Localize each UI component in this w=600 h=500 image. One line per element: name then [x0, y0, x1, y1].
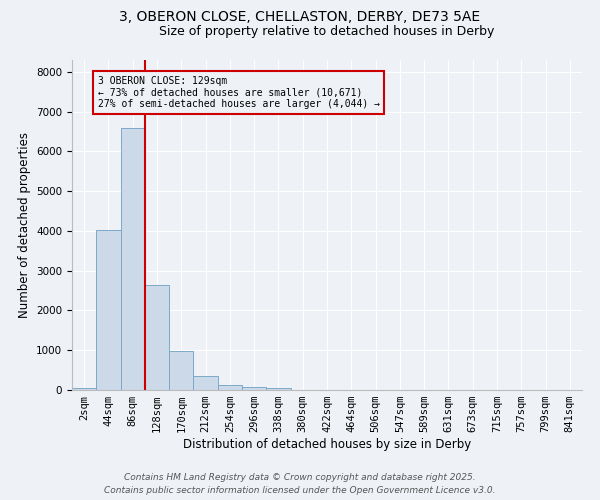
X-axis label: Distribution of detached houses by size in Derby: Distribution of detached houses by size … — [183, 438, 471, 451]
Y-axis label: Number of detached properties: Number of detached properties — [17, 132, 31, 318]
Bar — [266, 388, 290, 390]
Bar — [145, 284, 169, 390]
Bar — [96, 230, 121, 390]
Bar — [72, 388, 96, 390]
Bar — [193, 376, 218, 390]
Text: Contains HM Land Registry data © Crown copyright and database right 2025.
Contai: Contains HM Land Registry data © Crown c… — [104, 473, 496, 495]
Bar — [242, 388, 266, 390]
Bar — [218, 385, 242, 390]
Title: Size of property relative to detached houses in Derby: Size of property relative to detached ho… — [160, 25, 494, 38]
Bar — [121, 128, 145, 390]
Bar — [169, 351, 193, 390]
Text: 3 OBERON CLOSE: 129sqm
← 73% of detached houses are smaller (10,671)
27% of semi: 3 OBERON CLOSE: 129sqm ← 73% of detached… — [97, 76, 380, 109]
Text: 3, OBERON CLOSE, CHELLASTON, DERBY, DE73 5AE: 3, OBERON CLOSE, CHELLASTON, DERBY, DE73… — [119, 10, 481, 24]
